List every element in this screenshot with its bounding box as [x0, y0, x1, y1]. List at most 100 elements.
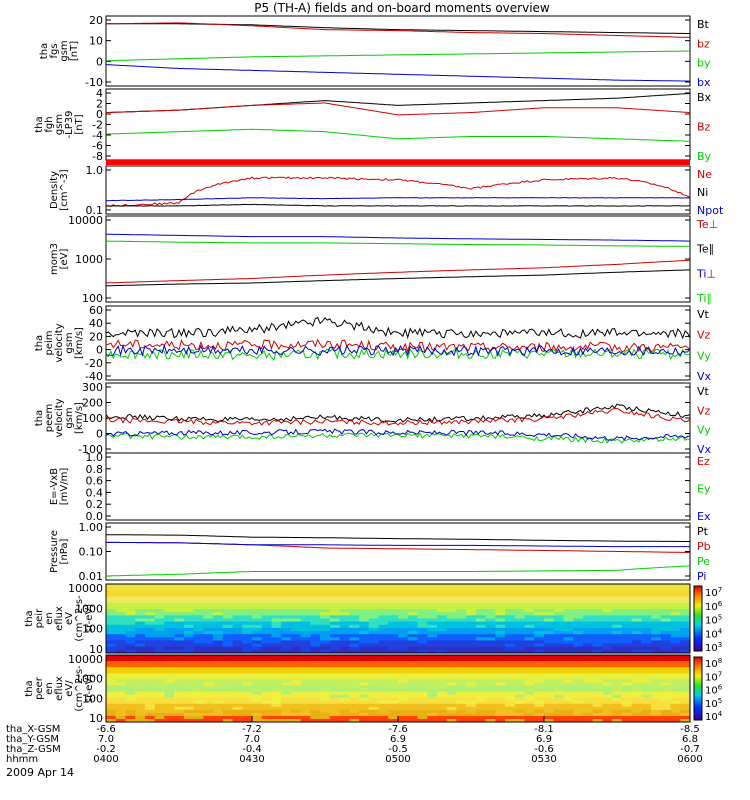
heatmap-cell [660, 593, 672, 598]
colorbar-tick-label: 106 [705, 684, 723, 697]
heatmap-cell [154, 715, 165, 720]
heatmap-cell [544, 584, 555, 588]
heatmap-cell [466, 615, 477, 619]
heatmap-cell [407, 697, 418, 702]
heatmap-cell [300, 718, 311, 723]
heatmap-cell [193, 637, 204, 641]
heatmap-cell [680, 658, 691, 662]
heatmap-cell [193, 718, 204, 723]
heatmap-cell [495, 700, 506, 705]
heatmap-cell [281, 661, 292, 665]
heatmap-cell [582, 602, 594, 607]
heatmap-cell [660, 712, 672, 717]
heatmap-cell [573, 649, 584, 654]
heatmap-cell [456, 646, 467, 651]
heatmap-cell [144, 634, 156, 638]
heatmap-cell [573, 670, 584, 674]
heatmap-cell [115, 682, 126, 686]
heatmap-cell [485, 612, 496, 616]
heatmap-cell [388, 664, 399, 668]
heatmap-cell [427, 670, 438, 674]
heatmap-cell [164, 587, 175, 591]
heatmap-cell [670, 697, 681, 702]
heatmap-cell [592, 679, 603, 683]
series-line-Ni [105, 203, 691, 207]
heatmap-cell [193, 685, 204, 689]
heatmap-cell [505, 584, 516, 588]
heatmap-cell [349, 712, 360, 717]
heatmap-cell [368, 627, 380, 632]
heatmap-cell [213, 634, 224, 638]
heatmap-cell [621, 712, 633, 717]
heatmap-cell [154, 673, 165, 677]
heatmap-cell [320, 718, 331, 723]
heatmap-cell [320, 599, 331, 604]
heatmap-cell [485, 602, 496, 607]
heatmap-cell [631, 709, 642, 714]
heatmap-cell [154, 602, 165, 607]
heatmap-cell [446, 655, 457, 659]
heatmap-cell [417, 715, 428, 720]
heatmap-cell [349, 624, 360, 629]
heatmap-cell [242, 667, 253, 671]
heatmap-cell [514, 715, 526, 720]
heatmap-cell [563, 682, 574, 686]
series-line-Pt [106, 534, 690, 542]
heatmap-cell [115, 667, 126, 671]
heatmap-cell [135, 584, 146, 588]
heatmap-cell [203, 596, 214, 601]
heatmap-cell [320, 587, 331, 591]
heatmap-cell [115, 631, 126, 635]
heatmap-cell [310, 706, 321, 711]
heatmap-cell [329, 605, 341, 610]
heatmap-cell [436, 655, 448, 659]
legend-entry: Bt [697, 18, 710, 31]
heatmap-cell [193, 655, 204, 659]
heatmap-cell [115, 590, 126, 594]
heatmap-cell [466, 593, 477, 598]
heatmap-cell [427, 682, 438, 686]
heatmap-cell [252, 624, 263, 629]
heatmap-cell [135, 612, 146, 616]
heatmap-cell [553, 706, 564, 711]
heatmap-cell [417, 605, 428, 610]
heatmap-cell [154, 700, 165, 705]
heatmap-cell [446, 694, 457, 699]
heatmap-cell [436, 673, 448, 677]
heatmap-cell [281, 621, 292, 626]
heatmap-cell [398, 706, 409, 711]
heatmap-cell [524, 715, 535, 720]
heatmap-cell [592, 664, 603, 668]
heatmap-cell [232, 706, 243, 711]
heatmap-cell [281, 664, 292, 668]
heatmap-cell [135, 709, 146, 714]
heatmap-cell [135, 609, 146, 613]
heatmap-cell [329, 676, 341, 680]
heatmap-cell [144, 599, 156, 604]
heatmap-cell [242, 624, 253, 629]
heatmap-cell [222, 631, 234, 635]
heatmap-cell [135, 643, 146, 648]
heatmap-cell [203, 602, 214, 607]
colorbar-tick-label: 106 [705, 600, 723, 613]
y-axis-label: en [44, 612, 55, 625]
heatmap-cell [670, 694, 681, 699]
heatmap-cell [407, 718, 418, 723]
heatmap-cell [466, 649, 477, 654]
heatmap-cell [213, 599, 224, 604]
heatmap-cell [582, 691, 594, 696]
heatmap-cell [680, 697, 691, 702]
heatmap-cell [485, 649, 496, 654]
heatmap-cell [154, 703, 165, 708]
heatmap-cell [329, 715, 341, 720]
heatmap-cell [359, 664, 370, 668]
heatmap-cell [106, 590, 117, 594]
heatmap-cell [612, 688, 623, 693]
heatmap-cell [680, 694, 691, 699]
heatmap-cell [300, 709, 311, 714]
heatmap-cell [300, 694, 311, 699]
heatmap-cell [349, 709, 360, 714]
heatmap-cell [505, 655, 516, 659]
heatmap-cell [125, 627, 136, 632]
heatmap-cell [310, 640, 321, 645]
